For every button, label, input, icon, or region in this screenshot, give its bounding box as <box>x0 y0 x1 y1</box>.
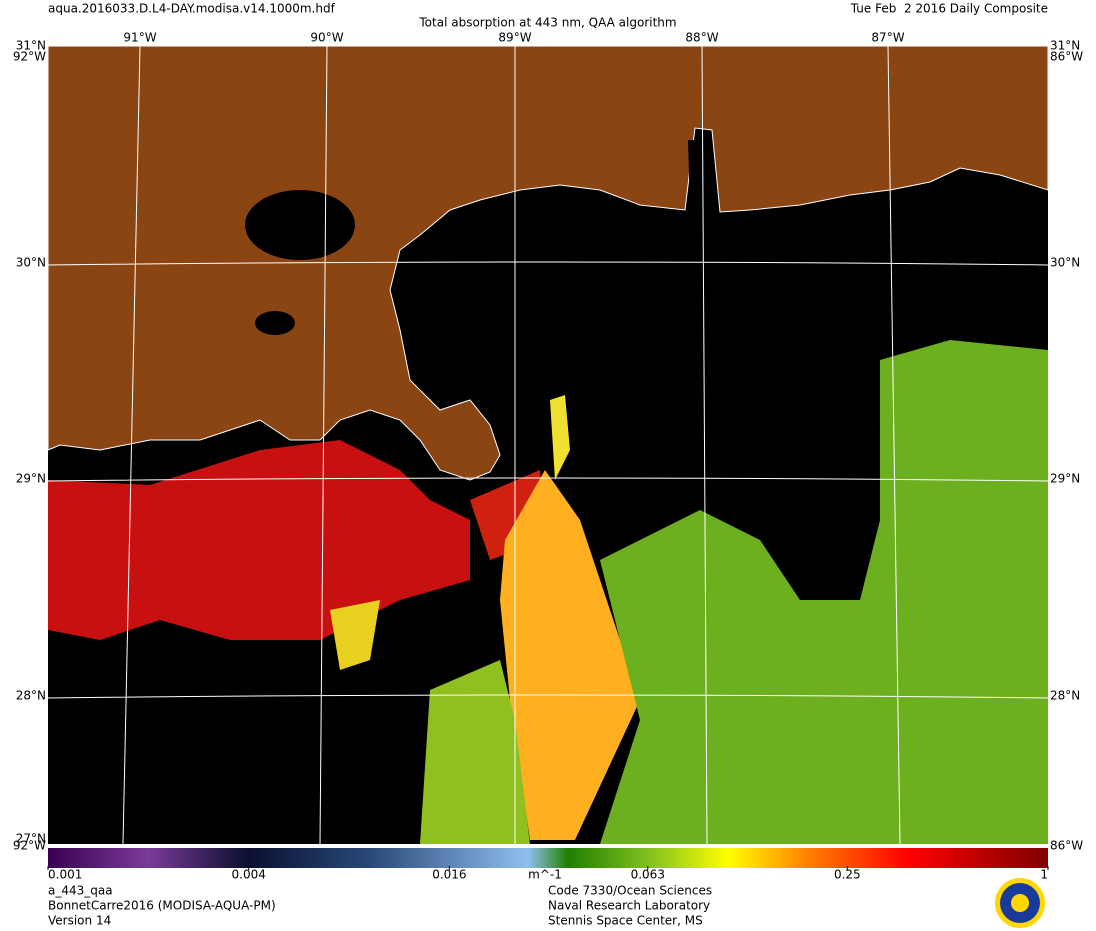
lon-label: 88°W <box>685 31 718 45</box>
colorbar <box>48 848 1048 868</box>
land <box>47 45 1049 481</box>
footer-right: Code 7330/Ocean Sciences <box>548 884 712 898</box>
lat-grid-line <box>47 477 1049 482</box>
lon-label: 87°W <box>871 31 904 45</box>
bay <box>688 140 716 208</box>
lat-label: 28°N <box>1050 689 1080 703</box>
logo <box>995 878 1045 928</box>
yellow-patch <box>330 600 380 670</box>
colorbar-tick-label: 0.016 <box>432 868 466 882</box>
lat-label: 30°N <box>16 256 46 270</box>
colorbar-unit: m^-1 <box>528 868 562 882</box>
footer-right: Stennis Space Center, MS <box>548 914 703 928</box>
corner-label: 27°N <box>16 832 46 846</box>
lat-label: 31°N <box>16 39 46 53</box>
lat-label: 30°N <box>1050 256 1080 270</box>
lake <box>255 311 295 335</box>
date: Tue Feb 2 2016 Daily Composite <box>850 2 1048 16</box>
green-area <box>600 340 1048 844</box>
map <box>47 45 1049 845</box>
lon-grid-line <box>701 45 708 845</box>
green-area <box>420 660 530 844</box>
colorbar-tick-label: 0.004 <box>232 868 266 882</box>
lon-label: 91°W <box>123 31 156 45</box>
colorbar-tick-label: 0.063 <box>631 868 665 882</box>
corner-label: 92°W <box>13 50 46 64</box>
title: Total absorption at 443 nm, QAA algorith… <box>418 16 676 30</box>
orange-band <box>500 470 640 840</box>
footer-right: Naval Research Laboratory <box>548 899 710 913</box>
corner-label: 86°W <box>1050 839 1083 853</box>
lat-label: 31°N <box>1050 39 1080 53</box>
lat-grid-line <box>47 261 1049 266</box>
lat-label: 29°N <box>1050 472 1080 486</box>
lon-label: 89°W <box>498 31 531 45</box>
yellow-band <box>550 395 570 480</box>
filename: aqua.2016033.D.L4-DAY.modisa.v14.1000m.h… <box>48 2 336 16</box>
footer-left: BonnetCarre2016 (MODISA-AQUA-PM) <box>48 899 276 913</box>
colorbar-tick-label: 1 <box>1040 868 1048 882</box>
lat-label: 29°N <box>16 472 46 486</box>
red-area <box>48 440 470 640</box>
lon-grid-line <box>319 45 328 845</box>
colorbar-tick-label: 0.001 <box>48 868 82 882</box>
corner-label: 86°W <box>1050 50 1083 64</box>
footer-left: Version 14 <box>48 914 111 928</box>
lat-grid-line <box>47 694 1049 699</box>
lat-label: 28°N <box>16 689 46 703</box>
lon-label: 90°W <box>310 31 343 45</box>
corner-label: 92°W <box>13 839 46 853</box>
lon-grid-line <box>887 45 901 845</box>
footer-left: a_443_qaa <box>48 884 113 898</box>
colorbar-tick-label: 0.25 <box>834 868 861 882</box>
lake <box>245 190 355 260</box>
lon-grid-line <box>122 45 141 845</box>
